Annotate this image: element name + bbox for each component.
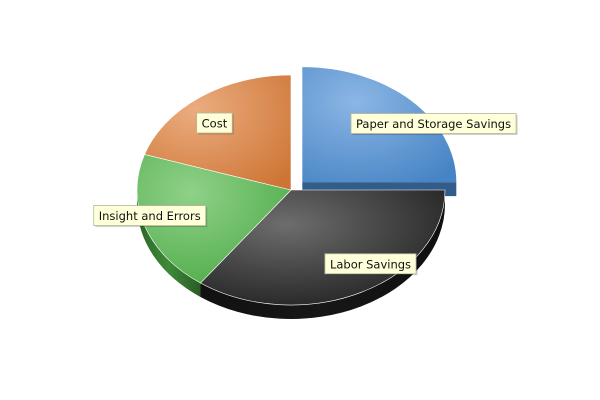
label-text: Labor Savings xyxy=(330,257,411,271)
pie-slice-side-insight-and-errors xyxy=(137,190,201,298)
label-box xyxy=(93,205,207,226)
label-box xyxy=(196,112,233,134)
pie-slice-side-labor-savings xyxy=(200,190,445,319)
pie-label-layer: Paper and Storage Savings Labor Savings In… xyxy=(93,112,518,276)
label-box xyxy=(350,113,517,134)
slice-label-paper-and-storage-savings: Paper and Storage Savings xyxy=(350,113,518,136)
pie-slice-labor-savings[interactable] xyxy=(199,189,446,306)
label-text: Paper and Storage Savings xyxy=(356,117,511,131)
label-text: Insight and Errors xyxy=(99,209,201,223)
label-box xyxy=(324,253,417,275)
label-text: Cost xyxy=(202,117,228,131)
slice-label-insight-and-errors: Insight and Errors xyxy=(93,205,208,228)
slice-label-cost: Cost xyxy=(196,112,234,135)
slice-label-labor-savings: Labor Savings xyxy=(324,253,418,276)
